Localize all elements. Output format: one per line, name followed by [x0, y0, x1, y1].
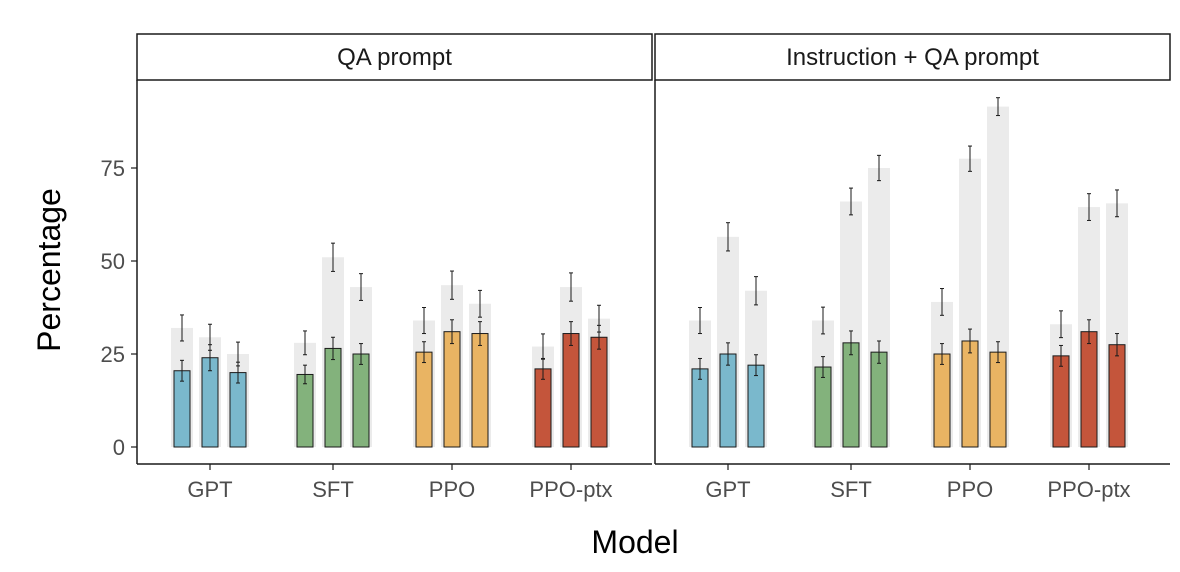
- bar: [352, 353, 370, 448]
- x-tick-label: PPO-ptx: [529, 477, 612, 502]
- background-error-bar: [968, 145, 972, 172]
- background-error-bar: [478, 289, 482, 318]
- background-error-bar: [1059, 310, 1063, 339]
- error-bar: [236, 361, 240, 384]
- bar: [691, 368, 709, 448]
- background-error-bar: [450, 270, 454, 300]
- bar: [747, 364, 765, 448]
- panel-title: QA prompt: [337, 44, 452, 71]
- bar: [933, 353, 951, 448]
- bar: [842, 342, 860, 448]
- error-bar: [754, 354, 758, 377]
- x-axis-title: Model: [591, 524, 678, 560]
- x-tick-label: PPO: [947, 477, 993, 502]
- bar: [961, 340, 979, 448]
- error-bar: [597, 324, 601, 350]
- background-error-bar: [877, 154, 881, 182]
- background-error-bar: [569, 272, 573, 302]
- background-error-bar: [422, 307, 426, 335]
- x-tick-label: PPO-ptx: [1047, 477, 1130, 502]
- background-error-bar: [726, 222, 730, 252]
- x-tick-label: SFT: [312, 477, 354, 502]
- error-bar: [821, 356, 825, 378]
- bar: [989, 351, 1007, 448]
- background-error-bar: [1087, 193, 1091, 221]
- error-bar: [726, 342, 730, 366]
- error-bar: [450, 319, 454, 345]
- error-bar: [849, 330, 853, 356]
- background-error-bar: [849, 187, 853, 216]
- panel-strip: [136, 33, 653, 81]
- background-error-bar: [821, 306, 825, 335]
- error-bar: [698, 357, 702, 380]
- error-bar: [541, 357, 545, 380]
- bar: [471, 333, 489, 448]
- error-bar: [1087, 319, 1091, 345]
- x-tick-label: PPO: [429, 477, 475, 502]
- x-tick-label: GPT: [705, 477, 750, 502]
- bar: [719, 353, 737, 448]
- bar: [870, 351, 888, 448]
- background-error-bar: [754, 276, 758, 306]
- error-bar: [569, 321, 573, 346]
- error-bar: [478, 321, 482, 346]
- error-bar: [996, 341, 1000, 364]
- bar: [562, 333, 580, 448]
- y-tick-label: 25: [101, 342, 125, 367]
- bar: [324, 347, 342, 448]
- bar: [443, 331, 461, 448]
- panel-title: Instruction + QA prompt: [786, 44, 1039, 71]
- background-error-bar: [940, 288, 944, 316]
- bar: [1052, 355, 1070, 448]
- bar: [590, 336, 608, 448]
- error-bar: [1059, 344, 1063, 367]
- error-bar: [1115, 333, 1119, 357]
- y-tick-label: 0: [113, 435, 125, 460]
- background-error-bar: [180, 314, 184, 342]
- bar: [229, 372, 247, 448]
- error-bar: [208, 344, 212, 372]
- background-error-bar: [698, 307, 702, 335]
- error-bar: [303, 364, 307, 385]
- background-error-bar: [359, 273, 363, 301]
- panel-strip: [654, 33, 1171, 81]
- background-error-bar: [331, 242, 335, 272]
- error-bar: [877, 340, 881, 364]
- bar: [1080, 331, 1098, 448]
- error-bar: [331, 336, 335, 361]
- bar: [415, 351, 433, 448]
- background-error-bar: [303, 330, 307, 356]
- error-bar: [968, 328, 972, 354]
- error-bar: [180, 359, 184, 382]
- bar: [296, 373, 314, 448]
- background-error-bar: [1115, 189, 1119, 218]
- y-axis-title: Percentage: [31, 188, 67, 352]
- x-tick-label: SFT: [830, 477, 872, 502]
- error-bar: [359, 343, 363, 365]
- bar: [1108, 344, 1126, 448]
- bar: [534, 368, 552, 448]
- error-bar: [422, 341, 426, 364]
- error-bar: [940, 343, 944, 365]
- bar: [814, 366, 832, 448]
- y-tick-label: 50: [101, 249, 125, 274]
- y-tick-label: 75: [101, 156, 125, 181]
- background-error-bar: [996, 97, 1000, 117]
- x-tick-label: GPT: [187, 477, 232, 502]
- bar: [173, 370, 191, 448]
